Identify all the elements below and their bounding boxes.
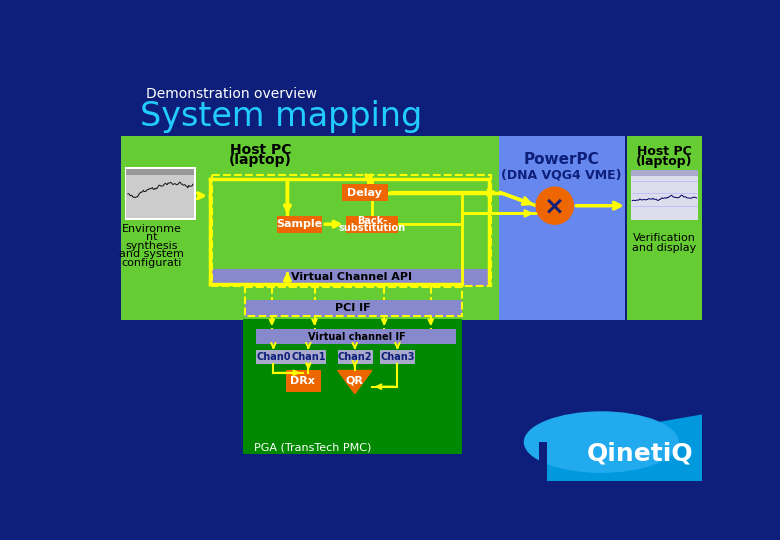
Text: Back-: Back- [356,216,387,226]
Bar [539,442,547,481]
Ellipse shape [523,411,679,473]
Text: synthesis: synthesis [126,241,178,251]
Bar [539,403,702,481]
Bar [499,137,625,320]
Bar [627,137,702,320]
Bar [243,319,462,454]
Bar [121,137,501,320]
Bar [126,168,194,218]
Polygon shape [338,370,372,394]
Text: DRx: DRx [290,376,315,386]
Text: (DNA VQG4 VME): (DNA VQG4 VME) [502,168,622,181]
Text: Chan0: Chan0 [256,352,291,362]
Text: substitution: substitution [339,223,406,233]
Text: Host PC: Host PC [229,143,291,157]
Bar [381,350,415,363]
Text: PowerPC: PowerPC [524,152,600,167]
Text: Chan3: Chan3 [380,352,415,362]
Text: QinetiQ: QinetiQ [587,442,693,465]
Bar [212,175,491,286]
Text: Chan2: Chan2 [338,352,372,362]
Bar [631,170,698,220]
Bar [245,287,462,316]
Text: configurati: configurati [122,258,182,268]
Text: System mapping: System mapping [140,100,423,133]
Bar [342,184,388,201]
Text: PGA (TransTech PMC): PGA (TransTech PMC) [254,442,371,453]
Text: Environme: Environme [122,224,182,234]
Text: QR: QR [346,375,363,386]
Bar [212,269,491,286]
Text: nt: nt [146,232,158,242]
Text: (laptop): (laptop) [636,156,693,168]
Polygon shape [547,415,702,481]
Bar [125,167,196,220]
Text: PCI IF: PCI IF [335,303,371,313]
Text: (laptop): (laptop) [229,153,292,167]
Text: Delay: Delay [347,187,382,198]
Bar [257,350,291,363]
Text: Demonstration overview: Demonstration overview [147,87,317,101]
Bar [338,350,373,363]
Circle shape [536,187,573,224]
Text: and system: and system [119,249,184,259]
Text: Verification: Verification [633,233,696,243]
Bar [245,300,462,316]
Text: Virtual channel IF: Virtual channel IF [307,332,405,342]
Text: Virtual Channel API: Virtual Channel API [291,272,412,282]
Bar [285,370,321,392]
Bar [278,215,322,233]
Bar [257,329,456,345]
Text: Host PC: Host PC [637,145,692,158]
Text: Sample: Sample [277,219,323,229]
Bar [346,215,399,233]
Text: Chan1: Chan1 [291,352,325,362]
Text: and display: and display [633,243,697,253]
Bar [126,168,194,175]
Text: ×: × [544,194,566,219]
Bar [631,170,698,176]
Bar [291,350,326,363]
